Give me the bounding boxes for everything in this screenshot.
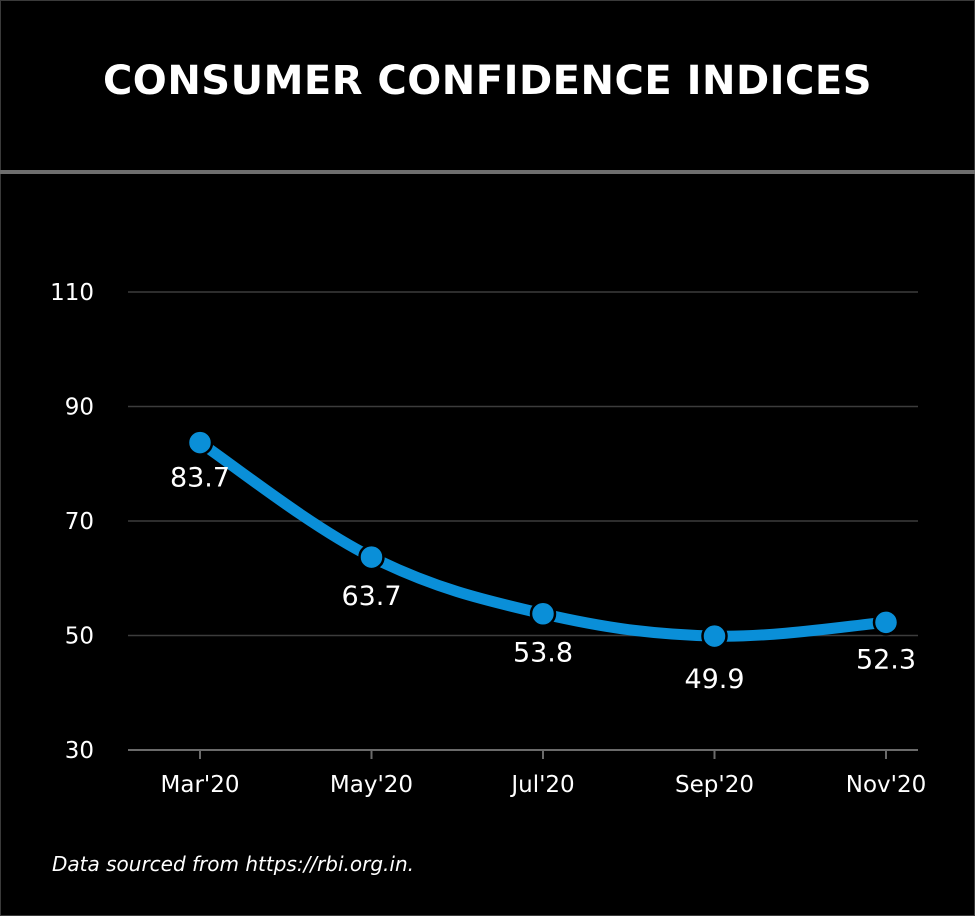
data-point bbox=[872, 609, 900, 636]
y-tick-label: 90 bbox=[65, 395, 94, 421]
y-tick-label: 50 bbox=[65, 624, 94, 650]
data-label: 83.7 bbox=[170, 463, 230, 494]
x-tick-label: Sep'20 bbox=[675, 772, 754, 798]
y-tick-label: 110 bbox=[50, 280, 94, 306]
data-points bbox=[186, 429, 900, 650]
source-note: Data sourced from https://rbi.org.in. bbox=[52, 852, 414, 876]
chart-title: CONSUMER CONFIDENCE INDICES bbox=[102, 58, 873, 104]
data-label: 63.7 bbox=[341, 581, 401, 612]
gridlines bbox=[128, 291, 918, 751]
data-label: 52.3 bbox=[856, 644, 916, 675]
data-point bbox=[358, 543, 385, 571]
y-axis: 30 50 70 90 110 bbox=[50, 280, 94, 764]
data-label: 49.9 bbox=[684, 664, 744, 695]
x-tick-label: Mar'20 bbox=[161, 772, 240, 798]
y-tick-label: 30 bbox=[65, 738, 94, 764]
data-point bbox=[701, 622, 728, 650]
data-point bbox=[529, 600, 557, 627]
data-label: 53.8 bbox=[513, 638, 573, 669]
x-tick-label: Jul'20 bbox=[509, 772, 574, 798]
x-axis: Mar'20 May'20 Jul'20 Sep'20 Nov'20 bbox=[161, 750, 926, 798]
data-labels: 83.7 63.7 53.8 49.9 52.3 bbox=[170, 463, 916, 696]
x-tick-label: May'20 bbox=[330, 772, 413, 798]
x-tick-label: Nov'20 bbox=[846, 772, 926, 798]
data-point bbox=[186, 429, 214, 456]
y-tick-label: 70 bbox=[65, 509, 94, 535]
title-divider bbox=[0, 170, 975, 174]
